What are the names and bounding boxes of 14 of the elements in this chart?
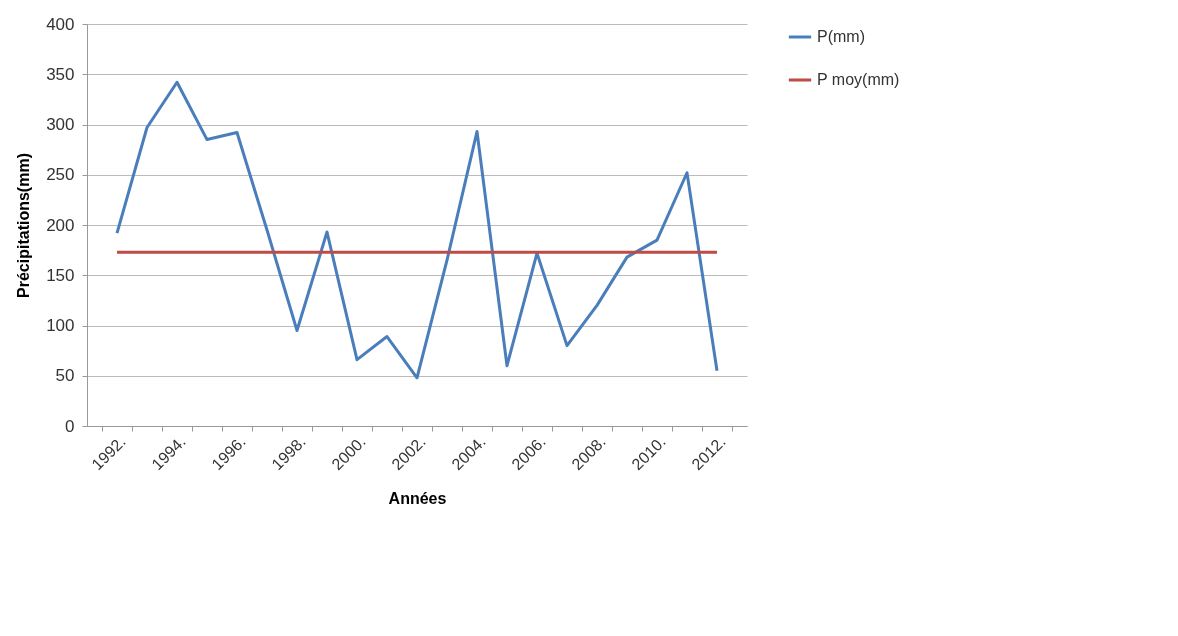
x-axis-title: Années xyxy=(388,490,447,508)
legend-label: P moy(mm) xyxy=(817,71,900,88)
y-axis-title: Précipitations(mm) xyxy=(15,153,33,298)
y-tick-label: 350 xyxy=(46,64,75,84)
y-tick-label: 300 xyxy=(46,115,75,134)
y-tick-label: 200 xyxy=(46,215,75,235)
y-tick-label: 0 xyxy=(65,416,75,436)
y-tick-label: 150 xyxy=(46,265,75,285)
y-tick-label: 50 xyxy=(55,366,75,386)
y-tick-label: 100 xyxy=(46,316,75,335)
legend-label: P(mm) xyxy=(817,28,865,45)
line-series xyxy=(115,80,719,380)
y-tick-label: 400 xyxy=(46,14,75,34)
y-tick-label: 250 xyxy=(46,165,75,185)
